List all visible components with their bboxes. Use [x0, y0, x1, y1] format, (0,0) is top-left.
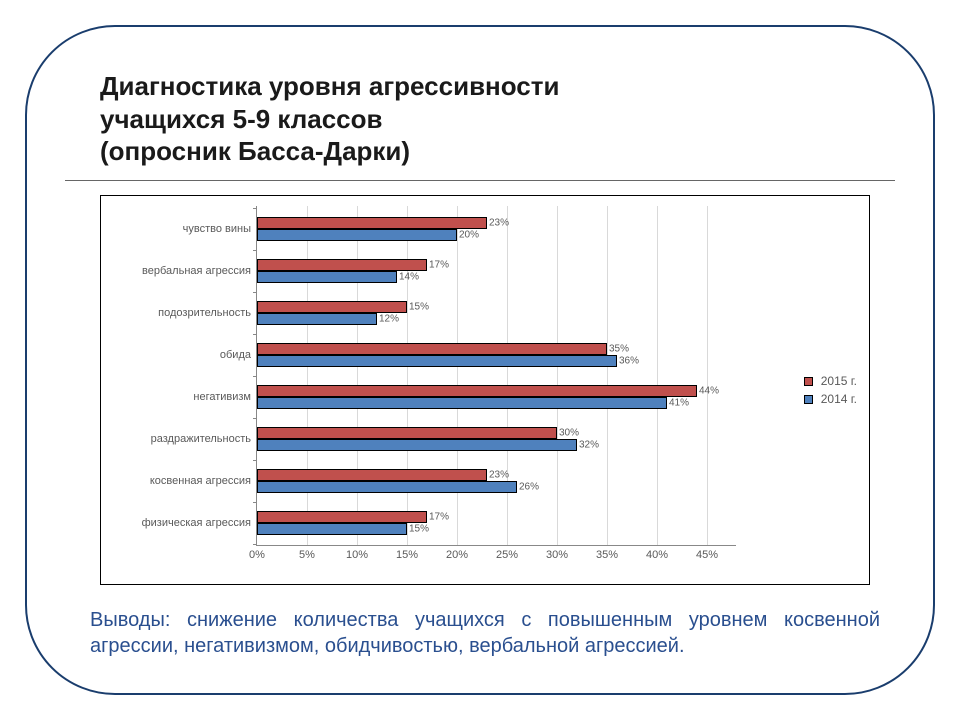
- y-tick: [253, 292, 257, 293]
- bar-value-label: 15%: [409, 524, 429, 535]
- category-label: обида: [220, 349, 251, 361]
- category-group: физическая агрессия17%15%: [257, 511, 736, 535]
- bar: 26%: [257, 481, 517, 493]
- bar: 20%: [257, 229, 457, 241]
- chart-legend: 2015 г. 2014 г.: [804, 370, 857, 410]
- slide-title: Диагностика уровня агрессивностиучащихся…: [100, 70, 860, 168]
- category-label: негативизм: [193, 391, 251, 403]
- bar-value-label: 23%: [489, 470, 509, 481]
- bar: 23%: [257, 469, 487, 481]
- category-group: обида35%36%: [257, 343, 736, 367]
- bar-value-label: 15%: [409, 302, 429, 313]
- bar-value-label: 41%: [669, 398, 689, 409]
- y-tick: [253, 502, 257, 503]
- gridline: [357, 206, 358, 545]
- bar: 17%: [257, 511, 427, 523]
- bar-value-label: 20%: [459, 230, 479, 241]
- bar-value-label: 44%: [699, 386, 719, 397]
- category-label: косвенная агрессия: [150, 475, 251, 487]
- gridline: [557, 206, 558, 545]
- legend-label: 2014 г.: [821, 392, 857, 406]
- x-tick-label: 5%: [299, 549, 315, 561]
- gridline: [657, 206, 658, 545]
- bar-value-label: 14%: [399, 272, 419, 283]
- legend-swatch: [804, 377, 813, 386]
- bar: 35%: [257, 343, 607, 355]
- y-tick: [253, 208, 257, 209]
- title-line: учащихся 5-9 классов: [100, 103, 860, 136]
- category-label: физическая агрессия: [142, 517, 251, 529]
- bar: 15%: [257, 301, 407, 313]
- bar-value-label: 36%: [619, 356, 639, 367]
- category-group: вербальная агрессия17%14%: [257, 259, 736, 283]
- chart-plot-area: 0%5%10%15%20%25%30%35%40%45%чувство вины…: [256, 206, 736, 546]
- bar: 17%: [257, 259, 427, 271]
- category-group: чувство вины23%20%: [257, 217, 736, 241]
- x-tick-label: 40%: [646, 549, 668, 561]
- category-label: подозрительность: [158, 307, 251, 319]
- bar-value-label: 23%: [489, 218, 509, 229]
- title-line: (опросник Басса-Дарки): [100, 135, 860, 168]
- bar: 23%: [257, 217, 487, 229]
- bar: 44%: [257, 385, 697, 397]
- category-group: негативизм44%41%: [257, 385, 736, 409]
- bar-value-label: 30%: [559, 428, 579, 439]
- bar: 36%: [257, 355, 617, 367]
- x-tick-label: 35%: [596, 549, 618, 561]
- gridline: [407, 206, 408, 545]
- gridline: [607, 206, 608, 545]
- category-group: подозрительность15%12%: [257, 301, 736, 325]
- bar: 41%: [257, 397, 667, 409]
- bar-value-label: 12%: [379, 314, 399, 325]
- bar-chart: 0% 5% 10% 15% 20% 25% 30% 35% 40% 45% чувство вины…: [100, 195, 870, 585]
- bar: 15%: [257, 523, 407, 535]
- category-group: косвенная агрессия23%26%: [257, 469, 736, 493]
- category-label: вербальная агрессия: [142, 265, 251, 277]
- bar-value-label: 17%: [429, 512, 449, 523]
- x-tick-label: 30%: [546, 549, 568, 561]
- bar: 30%: [257, 427, 557, 439]
- gridline: [307, 206, 308, 545]
- category-label: чувство вины: [183, 223, 251, 235]
- bar-value-label: 26%: [519, 482, 539, 493]
- y-tick: [253, 250, 257, 251]
- title-underline: [65, 180, 895, 181]
- x-tick-label: 45%: [696, 549, 718, 561]
- x-tick-label: 25%: [496, 549, 518, 561]
- bar-value-label: 32%: [579, 440, 599, 451]
- legend-item: 2014 г.: [804, 392, 857, 406]
- y-tick: [253, 460, 257, 461]
- x-tick-label: 0%: [249, 549, 265, 561]
- x-tick-label: 15%: [396, 549, 418, 561]
- y-tick: [253, 376, 257, 377]
- bar: 14%: [257, 271, 397, 283]
- legend-label: 2015 г.: [821, 374, 857, 388]
- y-tick: [253, 418, 257, 419]
- bar: 12%: [257, 313, 377, 325]
- legend-item: 2015 г.: [804, 374, 857, 388]
- bar: 32%: [257, 439, 577, 451]
- category-label: раздражительность: [151, 433, 251, 445]
- bar-value-label: 35%: [609, 344, 629, 355]
- gridline: [457, 206, 458, 545]
- y-tick: [253, 544, 257, 545]
- category-group: раздражительность30%32%: [257, 427, 736, 451]
- gridline: [707, 206, 708, 545]
- legend-swatch: [804, 395, 813, 404]
- x-tick-label: 20%: [446, 549, 468, 561]
- conclusion-text: Выводы: снижение количества учащихся с п…: [90, 608, 880, 659]
- gridline: [507, 206, 508, 545]
- x-tick-label: 10%: [346, 549, 368, 561]
- bar-value-label: 17%: [429, 260, 449, 271]
- title-line: Диагностика уровня агрессивности: [100, 70, 860, 103]
- y-tick: [253, 334, 257, 335]
